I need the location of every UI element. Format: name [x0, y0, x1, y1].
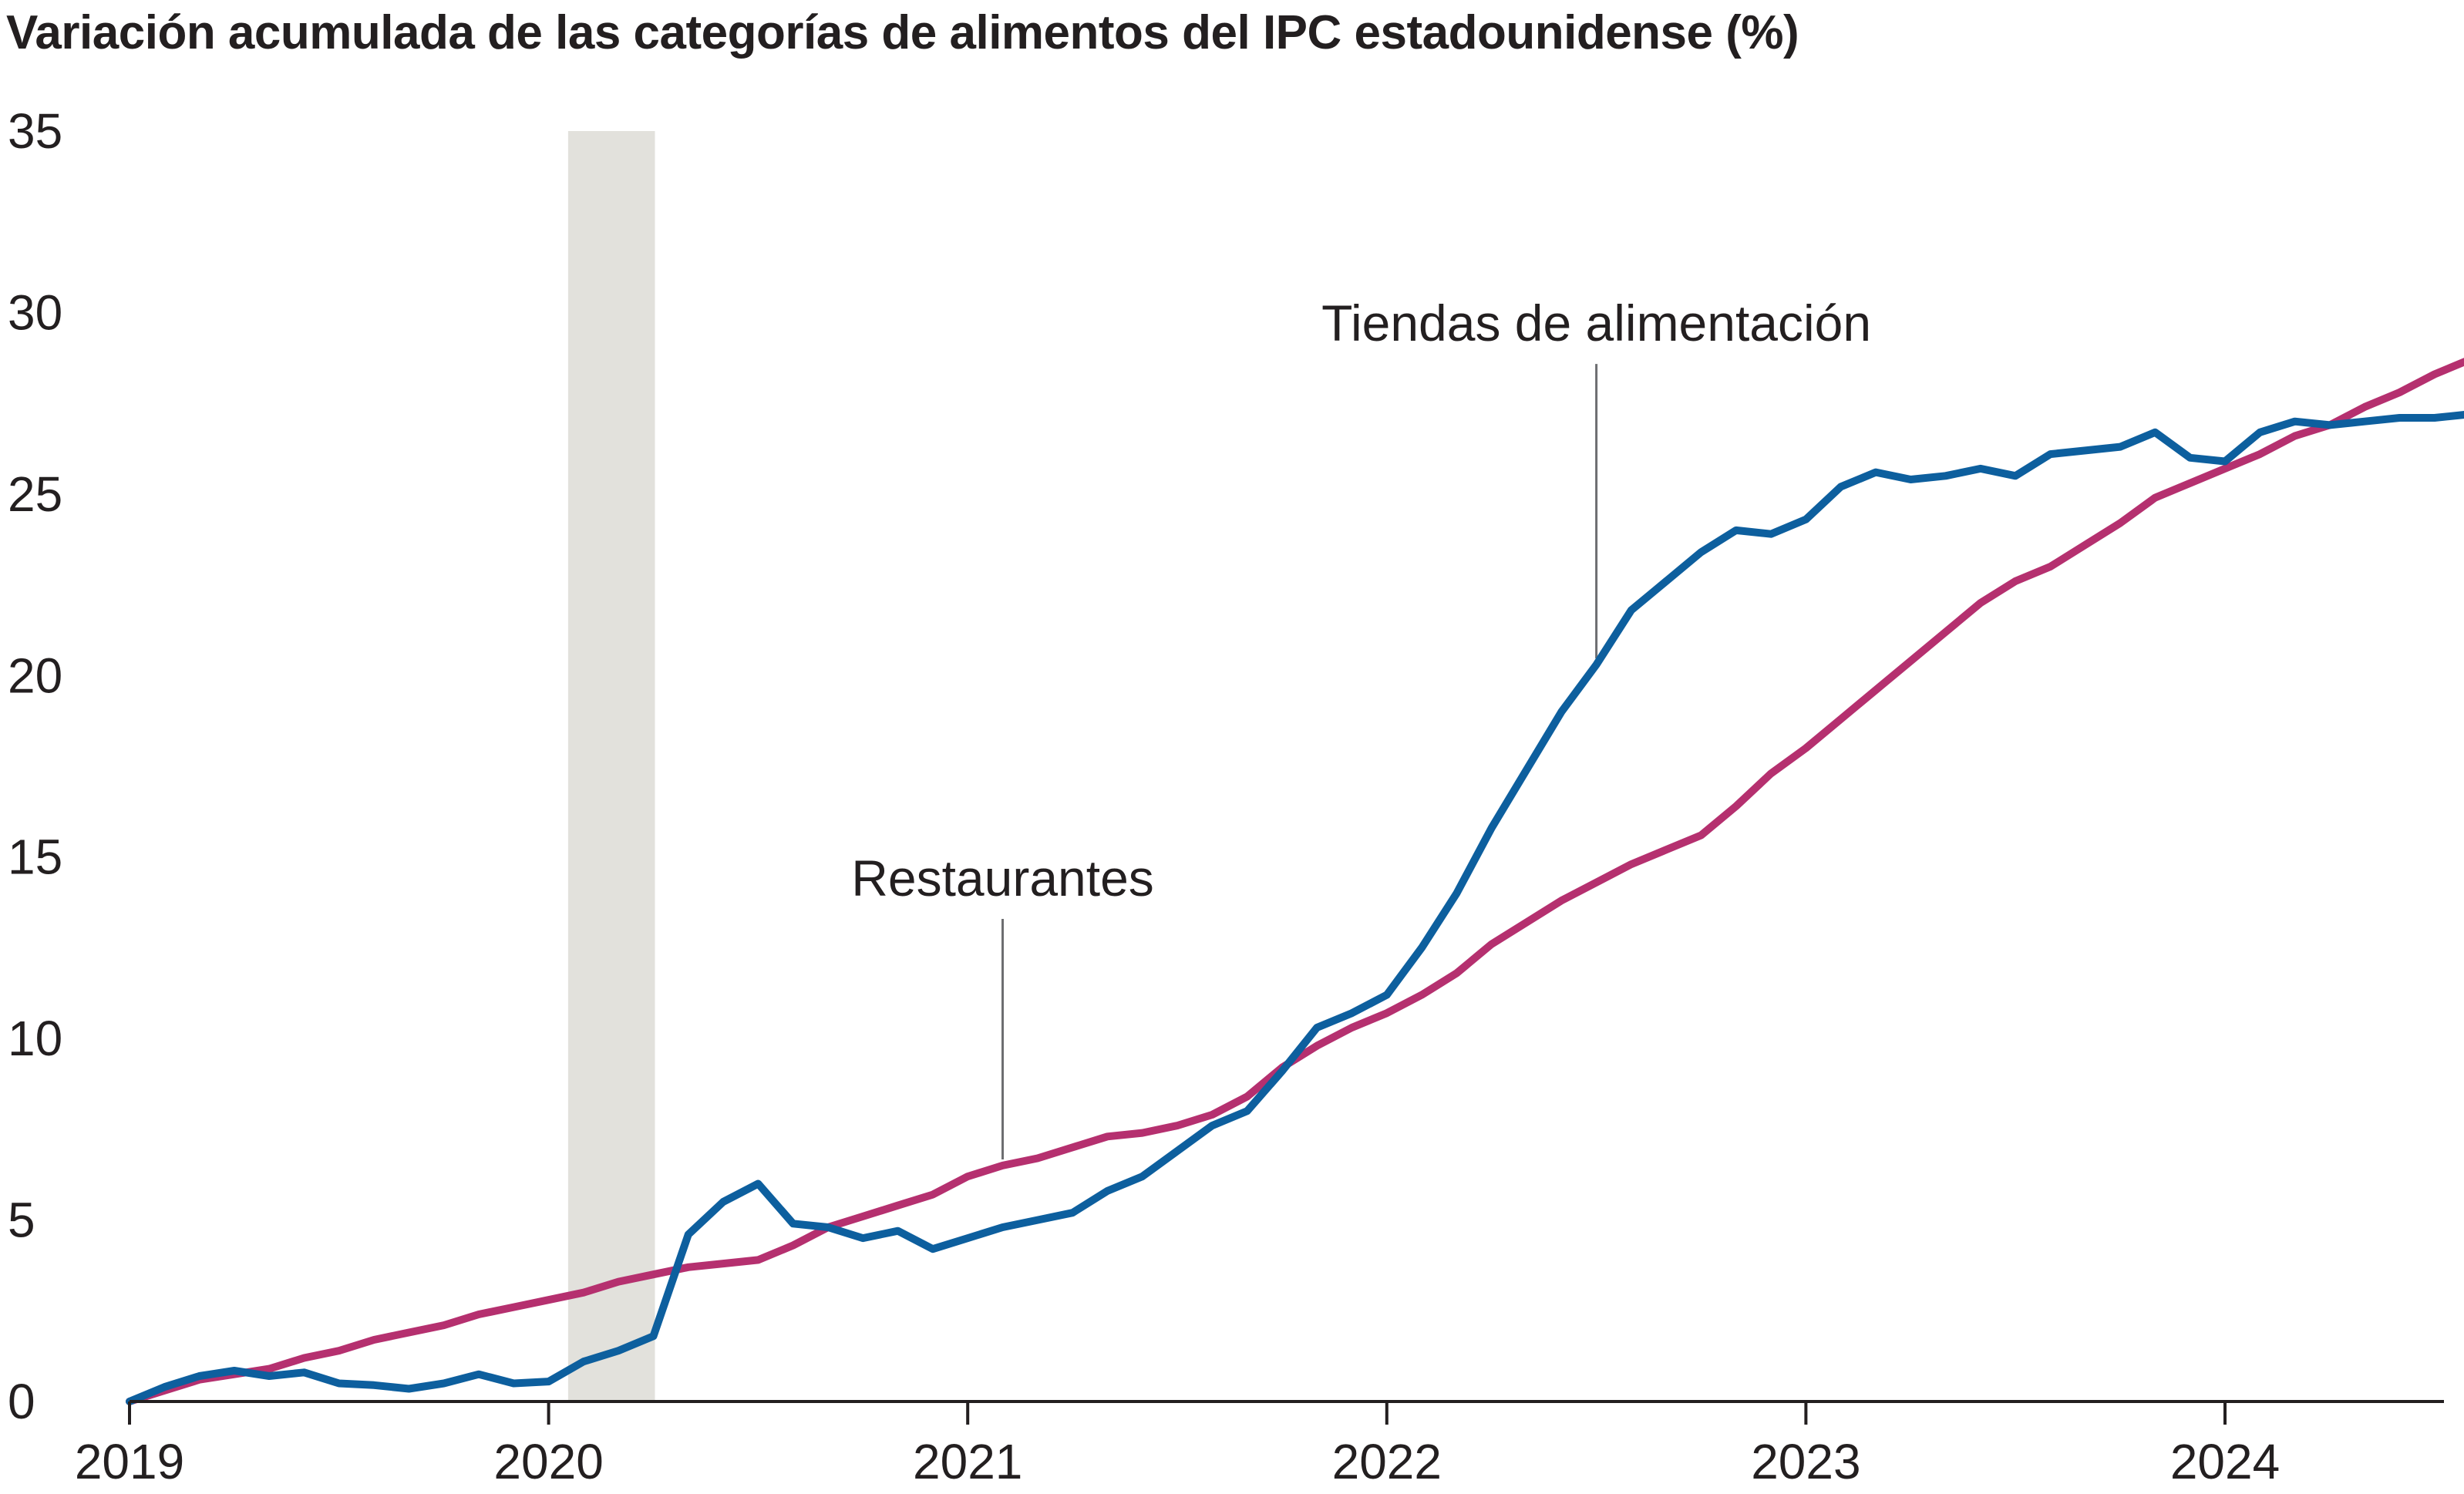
y-tick-label: 15 [8, 829, 62, 885]
y-tick-label: 25 [8, 466, 62, 522]
annotation-leaders [1001, 364, 1598, 1159]
x-tick-label: 2022 [1332, 1434, 1442, 1489]
y-tick-label: 30 [8, 284, 62, 340]
shaded-period-layer [567, 131, 655, 1401]
y-tick-label: 35 [8, 103, 62, 159]
y-axis-labels: 0 5 10 15 20 25 30 35 [8, 103, 62, 1429]
y-tick-label: 10 [8, 1011, 62, 1066]
y-tick-label: 20 [8, 648, 62, 703]
series-line-tiendas [126, 411, 2464, 1405]
shaded-period [567, 131, 655, 1401]
x-tick-label: 2024 [2170, 1434, 2280, 1489]
annotation-restaurantes: Restaurantes [851, 850, 1154, 907]
y-tick-label: 0 [8, 1374, 35, 1429]
x-tick-label: 2020 [493, 1434, 603, 1489]
x-axis [128, 1400, 2444, 1425]
series-line-restaurantes [126, 358, 2464, 1405]
x-tick-label: 2021 [913, 1434, 1022, 1489]
annotation-tiendas: Tiendas de alimentación [1321, 294, 1871, 352]
series-lines [126, 358, 2464, 1405]
chart-title: Variación acumulada de las categorías de… [6, 6, 1799, 59]
y-tick-label: 5 [8, 1193, 35, 1248]
annotation-labels: Restaurantes Tiendas de alimentación [851, 294, 1871, 907]
x-tick-label: 2023 [1751, 1434, 1860, 1489]
x-axis-labels: 2019 2020 2021 2022 2023 2024 [75, 1434, 2280, 1489]
x-tick-label: 2019 [75, 1434, 184, 1489]
